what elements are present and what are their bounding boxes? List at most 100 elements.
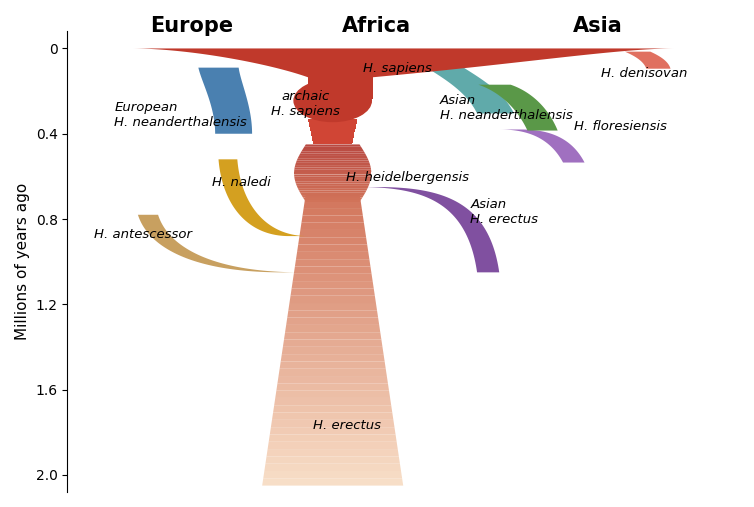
Text: H. naledi: H. naledi — [212, 176, 271, 190]
Polygon shape — [292, 281, 374, 288]
Polygon shape — [312, 137, 354, 139]
Polygon shape — [311, 134, 354, 136]
Polygon shape — [310, 129, 355, 131]
Polygon shape — [293, 274, 372, 281]
Polygon shape — [311, 132, 354, 134]
Polygon shape — [280, 361, 386, 369]
Polygon shape — [296, 161, 369, 163]
Polygon shape — [499, 129, 584, 163]
Text: Asia: Asia — [573, 16, 623, 35]
Polygon shape — [294, 267, 372, 274]
Polygon shape — [309, 124, 357, 126]
Polygon shape — [297, 244, 368, 252]
Polygon shape — [298, 156, 368, 158]
Polygon shape — [280, 354, 385, 361]
Polygon shape — [296, 252, 369, 259]
Polygon shape — [297, 186, 369, 188]
Polygon shape — [313, 141, 353, 142]
Polygon shape — [297, 158, 369, 161]
Polygon shape — [198, 67, 252, 134]
Polygon shape — [308, 122, 357, 124]
Polygon shape — [282, 347, 384, 354]
Polygon shape — [298, 188, 368, 191]
Polygon shape — [305, 144, 361, 147]
Text: Asian
H. erectus: Asian H. erectus — [470, 198, 538, 226]
Polygon shape — [625, 52, 670, 69]
Polygon shape — [296, 184, 369, 186]
Polygon shape — [138, 215, 301, 272]
Polygon shape — [302, 149, 364, 151]
Polygon shape — [274, 398, 391, 405]
Polygon shape — [262, 478, 403, 486]
Polygon shape — [294, 176, 371, 179]
Polygon shape — [302, 208, 363, 215]
Polygon shape — [287, 317, 379, 325]
Polygon shape — [308, 77, 373, 98]
Text: H. erectus: H. erectus — [313, 419, 381, 432]
Polygon shape — [302, 195, 364, 197]
Text: H. denisovan: H. denisovan — [602, 66, 688, 80]
Polygon shape — [265, 464, 401, 471]
Polygon shape — [300, 151, 365, 154]
Polygon shape — [288, 303, 377, 310]
Polygon shape — [273, 405, 392, 413]
Polygon shape — [263, 471, 402, 478]
Polygon shape — [312, 139, 353, 141]
Polygon shape — [284, 332, 382, 340]
Polygon shape — [309, 126, 356, 127]
Text: Africa: Africa — [342, 16, 411, 35]
Polygon shape — [290, 288, 375, 296]
Polygon shape — [268, 442, 398, 449]
Text: H. antescessor: H. antescessor — [94, 228, 192, 241]
Polygon shape — [131, 49, 675, 77]
Text: Europe: Europe — [150, 16, 233, 35]
Y-axis label: Millions of years ago: Millions of years ago — [15, 183, 30, 340]
Polygon shape — [294, 167, 371, 170]
Polygon shape — [287, 310, 378, 317]
Polygon shape — [294, 172, 371, 174]
Polygon shape — [360, 187, 499, 272]
Text: archaic
H. sapiens: archaic H. sapiens — [271, 90, 340, 118]
Polygon shape — [294, 174, 371, 176]
Text: H. heidelbergensis: H. heidelbergensis — [346, 171, 469, 184]
Text: European
H. neanderthalensis: European H. neanderthalensis — [115, 101, 247, 129]
Polygon shape — [300, 193, 365, 195]
Polygon shape — [300, 223, 365, 230]
Polygon shape — [219, 159, 308, 236]
Polygon shape — [479, 85, 558, 130]
Polygon shape — [295, 163, 370, 165]
Polygon shape — [311, 131, 355, 132]
Polygon shape — [295, 179, 371, 182]
Polygon shape — [278, 369, 387, 376]
Polygon shape — [290, 296, 376, 303]
Polygon shape — [299, 191, 366, 193]
Polygon shape — [308, 121, 357, 122]
Polygon shape — [295, 259, 370, 267]
Polygon shape — [271, 420, 394, 427]
Ellipse shape — [294, 80, 371, 122]
Polygon shape — [265, 456, 400, 464]
Polygon shape — [303, 197, 363, 200]
Polygon shape — [298, 237, 367, 244]
Polygon shape — [303, 147, 363, 149]
Polygon shape — [299, 154, 366, 156]
Polygon shape — [294, 170, 371, 172]
Text: Asian
H. neanderthalensis: Asian H. neanderthalensis — [440, 94, 573, 122]
Polygon shape — [266, 449, 399, 456]
Text: H. floresiensis: H. floresiensis — [575, 120, 667, 133]
Polygon shape — [299, 230, 366, 237]
Polygon shape — [283, 340, 382, 347]
Polygon shape — [295, 182, 370, 184]
Polygon shape — [277, 376, 388, 383]
Polygon shape — [427, 67, 514, 114]
Text: H. sapiens: H. sapiens — [363, 62, 432, 76]
Polygon shape — [295, 165, 371, 167]
Polygon shape — [313, 142, 352, 144]
Polygon shape — [275, 391, 390, 398]
Polygon shape — [268, 434, 397, 442]
Polygon shape — [285, 325, 380, 332]
Polygon shape — [270, 427, 396, 434]
Polygon shape — [310, 127, 356, 129]
Polygon shape — [308, 119, 357, 121]
Polygon shape — [311, 136, 354, 137]
